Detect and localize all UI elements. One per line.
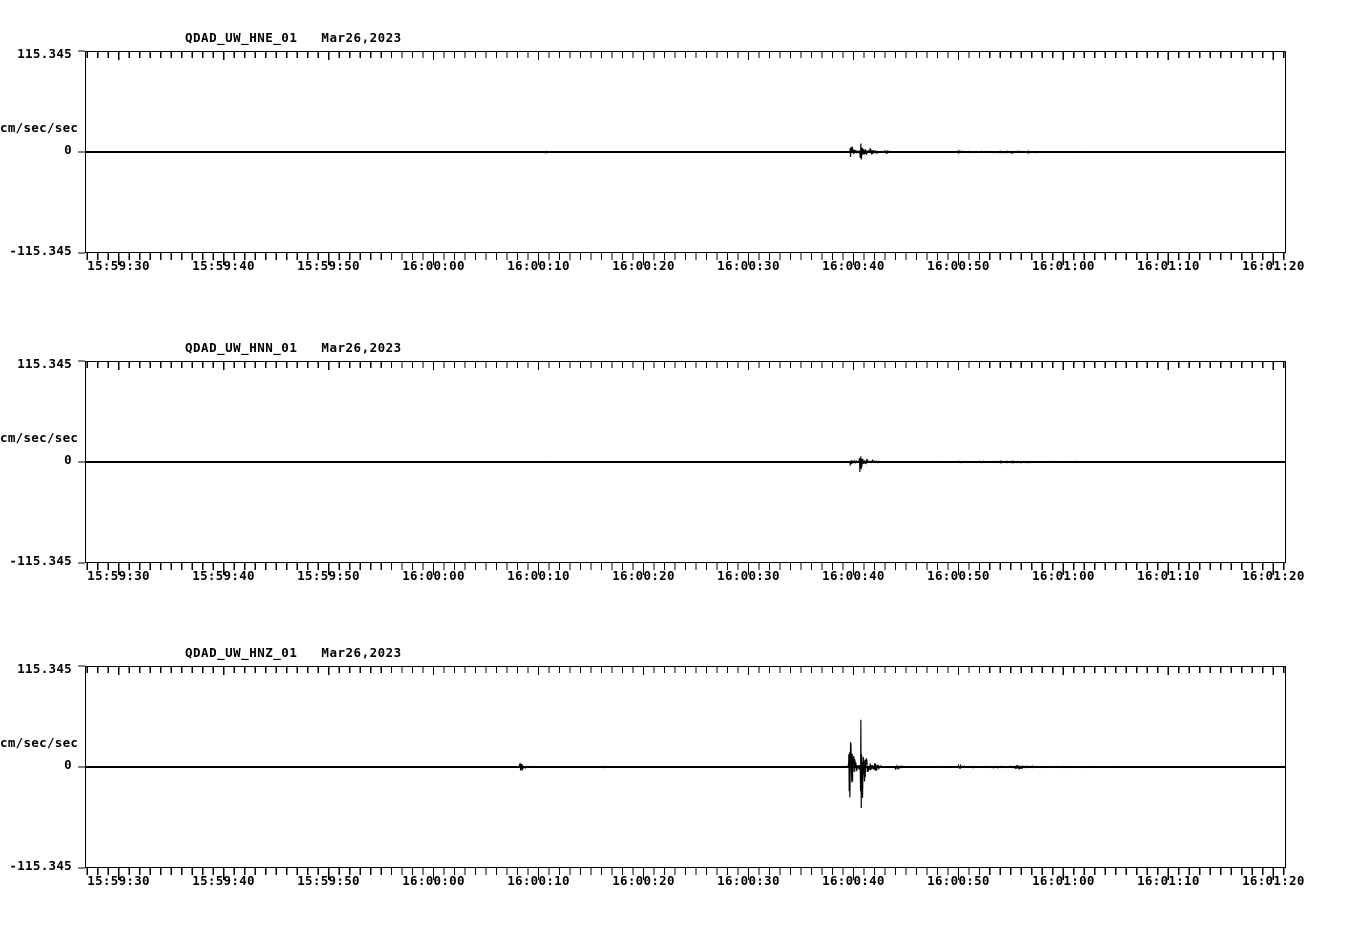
x-axis-tick-label: 16:00:40 (822, 258, 885, 273)
plot-canvas-hnn (85, 456, 1286, 473)
x-axis-tick-label: 16:00:30 (717, 568, 780, 583)
panel-title-hne: QDAD_UW_HNE_01 Mar26,2023 (185, 30, 402, 45)
y-axis-max-label-hnn: 115.345 (17, 356, 72, 371)
panel-title-hnn: QDAD_UW_HNN_01 Mar26,2023 (185, 340, 402, 355)
x-axis-tick-label: 16:01:00 (1032, 873, 1095, 888)
x-axis-tick-label: 15:59:50 (297, 568, 360, 583)
x-axis-tick-label: 16:01:10 (1137, 568, 1200, 583)
x-axis-tick-label: 15:59:40 (192, 873, 255, 888)
x-axis-tick-label: 15:59:30 (87, 873, 150, 888)
x-axis-tick-label: 16:00:40 (822, 568, 885, 583)
x-axis-tick-label: 15:59:40 (192, 258, 255, 273)
x-axis-tick-label: 16:00:00 (402, 873, 465, 888)
x-axis-tick-label: 16:00:40 (822, 873, 885, 888)
x-axis-tick-label: 16:00:20 (612, 568, 675, 583)
x-axis-tick-label: 16:01:00 (1032, 258, 1095, 273)
tick-canvas-hne (78, 50, 1285, 265)
y-axis-unit-label-hne: cm/sec/sec (0, 120, 79, 135)
x-axis-tick-label: 16:00:10 (507, 873, 570, 888)
x-axis-tick-label: 15:59:50 (297, 873, 360, 888)
x-axis-tick-label: 16:00:10 (507, 258, 570, 273)
y-axis-min-label-hnz: -115.345 (9, 858, 72, 873)
panel-hnz: QDAD_UW_HNZ_01 Mar26,2023 115.345 cm/sec… (0, 615, 1358, 925)
x-axis-tick-label: 16:00:50 (927, 873, 990, 888)
y-axis-zero-label-hne: 0 (64, 142, 72, 157)
x-axis-tick-label: 15:59:30 (87, 568, 150, 583)
y-axis-min-label-hne: -115.345 (9, 243, 72, 258)
x-axis-tick-label: 16:00:10 (507, 568, 570, 583)
x-axis-tick-label: 16:01:10 (1137, 258, 1200, 273)
y-axis-unit-label-hnn: cm/sec/sec (0, 430, 79, 445)
y-axis-zero-label-hnz: 0 (64, 757, 72, 772)
x-axis-tick-label: 16:00:50 (927, 568, 990, 583)
panel-title-hnz: QDAD_UW_HNZ_01 Mar26,2023 (185, 645, 402, 660)
panel-hnn: QDAD_UW_HNN_01 Mar26,2023 115.345 cm/sec… (0, 310, 1358, 620)
panel-hne: QDAD_UW_HNE_01 Mar26,2023 115.345 cm/sec… (0, 0, 1358, 310)
x-axis-tick-label: 15:59:50 (297, 258, 360, 273)
tick-canvas-hnn (78, 360, 1285, 575)
x-axis-tick-label: 16:00:00 (402, 568, 465, 583)
y-axis-zero-label-hnn: 0 (64, 452, 72, 467)
x-axis-tick-label: 16:00:00 (402, 258, 465, 273)
y-axis-min-label-hnn: -115.345 (9, 553, 72, 568)
x-axis-tick-label: 16:01:20 (1242, 568, 1305, 583)
x-axis-tick-label: 16:00:20 (612, 258, 675, 273)
x-axis-tick-label: 16:00:30 (717, 873, 780, 888)
x-axis-tick-label: 16:01:10 (1137, 873, 1200, 888)
x-axis-tick-label: 15:59:30 (87, 258, 150, 273)
y-axis-unit-label-hnz: cm/sec/sec (0, 735, 79, 750)
plot-canvas-hne (85, 143, 1286, 160)
x-axis-tick-label: 16:01:00 (1032, 568, 1095, 583)
y-axis-max-label-hne: 115.345 (17, 46, 72, 61)
x-axis-tick-label: 16:01:20 (1242, 258, 1305, 273)
y-axis-max-label-hnz: 115.345 (17, 661, 72, 676)
plot-canvas-hnz (85, 719, 1286, 808)
x-axis-tick-label: 16:00:50 (927, 258, 990, 273)
x-axis-tick-label: 16:01:20 (1242, 873, 1305, 888)
x-axis-tick-label: 16:00:20 (612, 873, 675, 888)
x-axis-tick-label: 16:00:30 (717, 258, 780, 273)
tick-canvas-hnz (78, 665, 1285, 880)
x-axis-tick-label: 15:59:40 (192, 568, 255, 583)
